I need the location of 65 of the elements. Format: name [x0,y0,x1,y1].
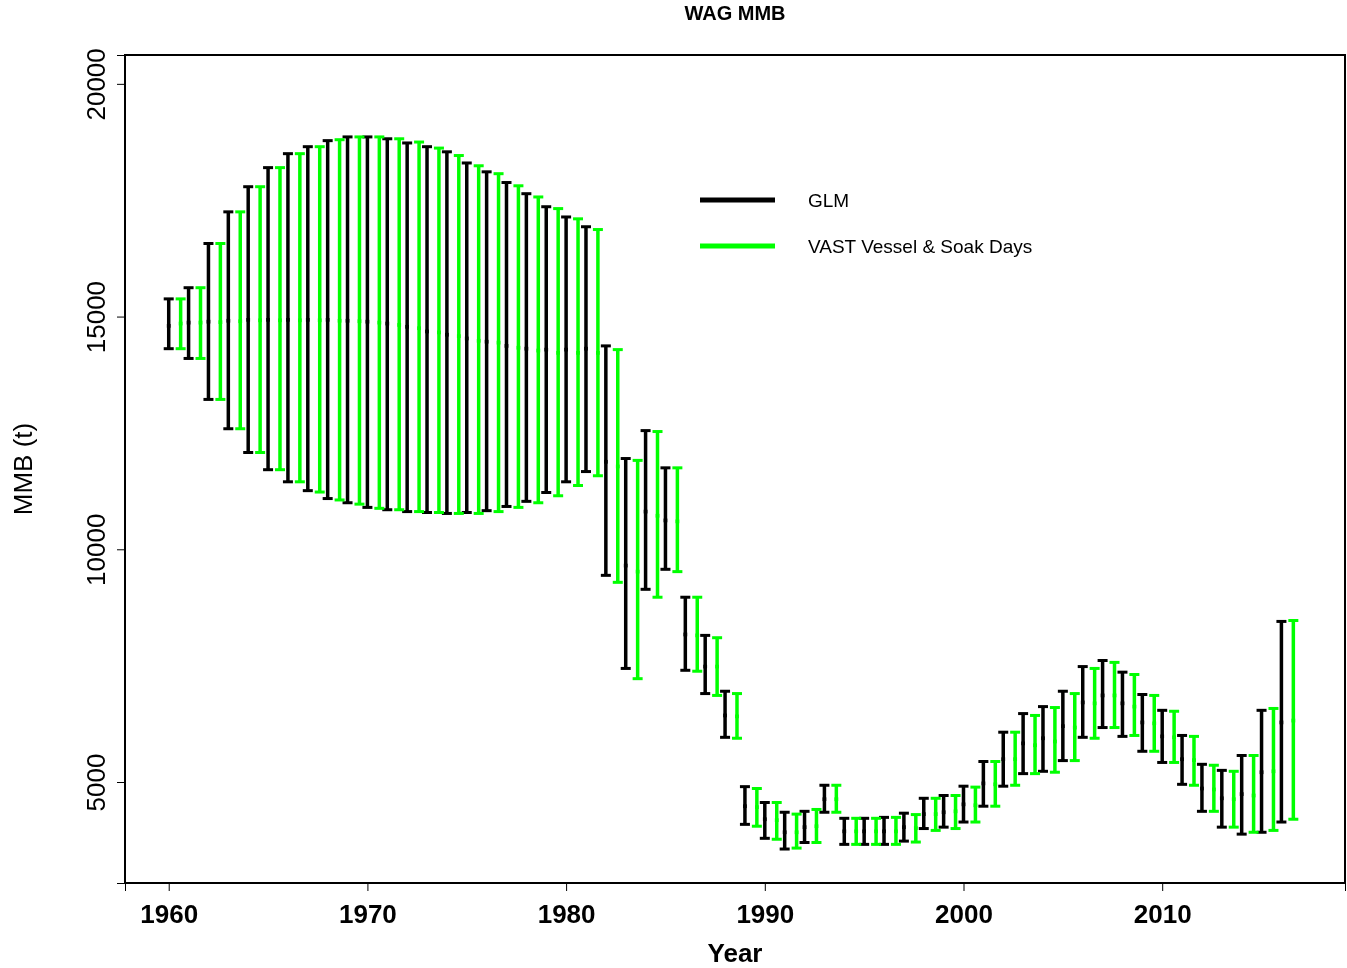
point [417,326,421,331]
point [913,826,918,830]
point [774,818,779,823]
x-tick-label: 1970 [338,898,397,929]
legend-label: GLM [808,190,850,211]
point [278,318,282,323]
point [921,812,926,816]
point [266,317,270,322]
point [762,817,767,822]
point [1060,724,1065,729]
point [1021,741,1025,746]
chart-title: WAG MMB [684,2,786,24]
point [1180,757,1184,762]
y-tick-label: 5000 [81,753,111,812]
point [1001,757,1006,762]
point [584,346,588,351]
legend-label: VAST Vessel & Soak Days [808,236,1033,257]
point [445,332,449,337]
point [524,346,529,351]
point [1219,796,1224,801]
x-tick-label: 1980 [537,898,596,929]
point [1041,736,1045,741]
point [476,338,481,343]
point [596,351,600,355]
x-tick-label: 2010 [1133,898,1192,929]
point [782,830,787,835]
point [1192,758,1196,762]
x-tick-label: 2000 [935,898,993,929]
point [1092,701,1097,706]
point [1013,757,1018,762]
point [1231,797,1236,802]
point [576,351,580,355]
point [246,317,251,322]
point [258,318,262,323]
point [874,829,878,834]
y-tick-label: 15000 [81,280,111,354]
y-tick-label: 10000 [81,513,111,586]
point [882,829,886,834]
point [226,318,231,323]
point [902,825,906,830]
point [834,797,839,802]
point [325,317,330,322]
y-axis-title: MMB (t) [8,422,38,516]
point [842,829,847,834]
point [317,318,322,323]
point [286,317,290,322]
x-tick-label: 1960 [140,898,199,929]
point [743,804,747,809]
point [894,829,898,834]
point [1152,721,1157,726]
point [1033,743,1037,748]
x-axis-title: Year [707,938,763,968]
point [238,319,243,324]
point [1172,735,1176,740]
point [305,317,310,322]
point [754,805,759,810]
point [405,324,410,329]
point [941,810,946,815]
point [862,829,867,834]
point [854,829,859,834]
y-tick-label: 20000 [81,48,111,121]
point [297,318,302,323]
x-tick-label: 1990 [736,898,795,929]
point [993,782,998,787]
point [603,459,608,464]
